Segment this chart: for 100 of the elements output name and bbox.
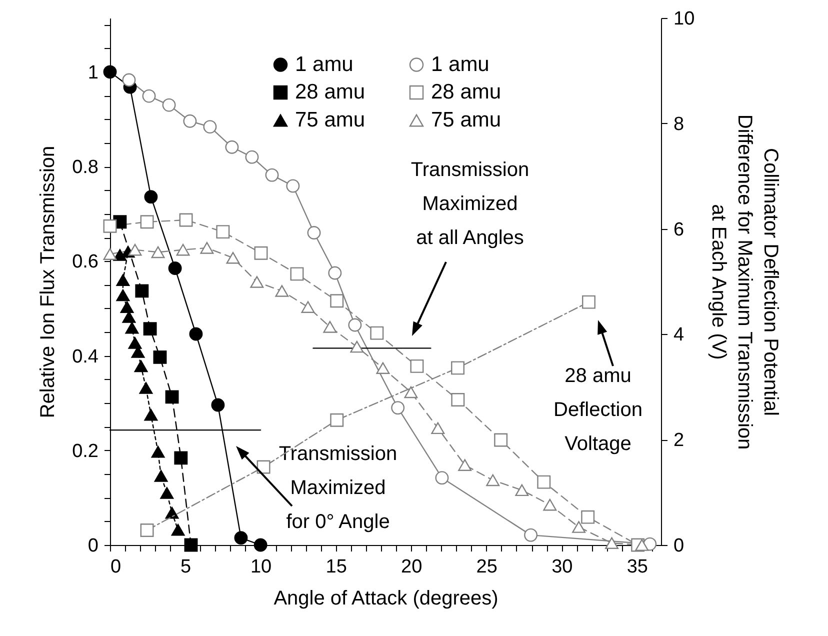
point (605, 537, 618, 550)
legend-label: 75 amu (295, 108, 366, 132)
point (165, 390, 179, 404)
point (184, 538, 198, 552)
point (226, 252, 240, 264)
legend-label: 28 amu (431, 80, 502, 104)
point (151, 446, 165, 458)
point (301, 301, 315, 313)
y-tick-label: 0 (88, 536, 98, 556)
point (410, 359, 424, 373)
point (179, 213, 193, 227)
point (165, 506, 179, 519)
y-axis-title: Relative Ion Flux Transmission (37, 146, 60, 418)
point (254, 246, 268, 260)
point (216, 225, 230, 239)
point (134, 360, 148, 372)
y2-axis-title: Collimator Deflection Potential Difference for Maximum Transmission at Each Angle (V) (708, 114, 782, 450)
y2-tick-label: 8 (674, 114, 684, 135)
point (103, 65, 117, 79)
point (203, 120, 217, 134)
point (391, 401, 405, 415)
point (290, 267, 304, 281)
point (265, 168, 279, 182)
point (128, 337, 142, 349)
point (143, 322, 157, 336)
x-tick-label: 30 (552, 556, 573, 578)
x-tick-label: 20 (401, 556, 422, 578)
point (404, 386, 418, 398)
point (515, 484, 529, 496)
point (370, 326, 384, 340)
annotation: Transmission Maximized at all Angles (410, 159, 530, 249)
point (122, 311, 136, 323)
point (581, 510, 595, 524)
y-tick-label: 0.4 (72, 346, 99, 368)
annotation: 28 amu Deflection Voltage (554, 365, 642, 455)
point (486, 474, 500, 486)
point (323, 321, 337, 333)
point (160, 487, 174, 499)
y-tick-label: 0.2 (72, 440, 98, 462)
point (120, 301, 134, 313)
y-tick-label: 0.6 (72, 252, 98, 273)
point (234, 531, 248, 545)
legend-label: 1 amu (431, 52, 490, 76)
point (328, 266, 342, 280)
point (635, 539, 649, 551)
point (582, 295, 596, 309)
point (245, 150, 259, 164)
x-tick-label: 15 (326, 556, 347, 578)
point (254, 538, 268, 552)
point (153, 350, 167, 364)
point (250, 276, 264, 288)
legend-label: 28 amu (295, 80, 366, 104)
point (189, 327, 203, 341)
y2-tick-label: 6 (674, 219, 684, 240)
point (139, 382, 153, 394)
point (116, 274, 130, 286)
point (275, 285, 289, 297)
x-tick-label: 25 (476, 556, 498, 578)
annotation: Transmission Maximized for 0° Angle (278, 443, 398, 533)
y2-tick-label: 10 (674, 8, 695, 30)
point (128, 244, 142, 256)
point (211, 398, 225, 412)
point (256, 460, 270, 474)
point (350, 340, 364, 353)
point (144, 190, 158, 204)
point (176, 244, 190, 256)
point (140, 215, 154, 229)
x-tick-label: 5 (180, 556, 192, 578)
point (103, 248, 117, 260)
point (330, 413, 344, 427)
point (151, 246, 165, 258)
point (376, 362, 390, 374)
point (174, 451, 188, 465)
point (125, 322, 139, 334)
point (142, 89, 156, 103)
y-tick-label: 0.8 (72, 157, 98, 178)
legend-label: 1 amu (295, 52, 354, 76)
point (537, 475, 551, 489)
point (286, 179, 300, 193)
point (307, 226, 321, 240)
x-tick-label: 35 (626, 556, 648, 578)
point (451, 361, 464, 375)
point (144, 409, 158, 421)
point (103, 219, 117, 233)
point (330, 294, 344, 308)
point (572, 521, 586, 533)
point (135, 284, 149, 298)
point (154, 470, 168, 482)
point (140, 524, 154, 537)
point (225, 140, 239, 154)
point (431, 422, 445, 434)
y2-tick-label: 4 (674, 324, 684, 346)
point (543, 498, 557, 511)
x-tick-label: 10 (250, 556, 272, 578)
point (168, 262, 182, 275)
point (451, 393, 465, 406)
y2-tick-label: 0 (674, 536, 684, 556)
point (183, 114, 197, 128)
point (348, 318, 362, 332)
point (162, 98, 176, 112)
